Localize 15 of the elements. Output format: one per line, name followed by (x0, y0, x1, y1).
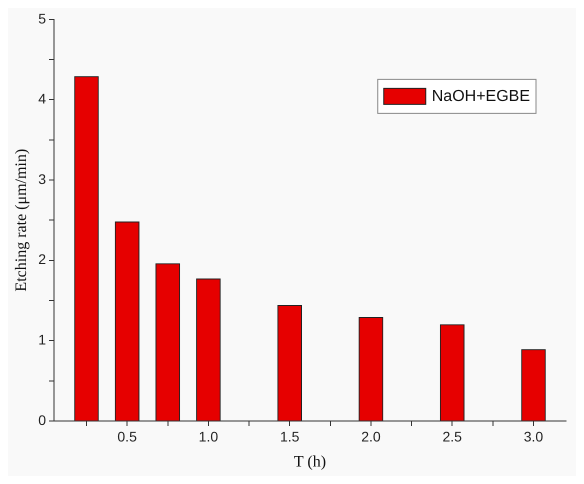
x-tick-label: 2.5 (442, 428, 462, 444)
x-tick-label: 3.0 (524, 428, 544, 444)
x-tick-label: 1.0 (198, 428, 218, 444)
x-tick-label: 2.0 (361, 428, 381, 444)
y-tick-label: 5 (38, 10, 46, 26)
y-tick-label: 0 (38, 412, 46, 428)
y-tick-label: 3 (38, 170, 46, 187)
y-tick-label: 2 (38, 251, 46, 268)
y-axis-title: Etching rate (μm/min) (12, 148, 30, 292)
y-tick-label: 4 (38, 90, 46, 107)
y-tick-label: 1 (38, 332, 46, 348)
x-tick-label: 0.5 (117, 428, 138, 444)
legend-label: NaOH+EGBE (432, 88, 530, 105)
x-tick-label: 1.5 (280, 428, 300, 444)
x-axis-title: T (h) (294, 454, 326, 471)
